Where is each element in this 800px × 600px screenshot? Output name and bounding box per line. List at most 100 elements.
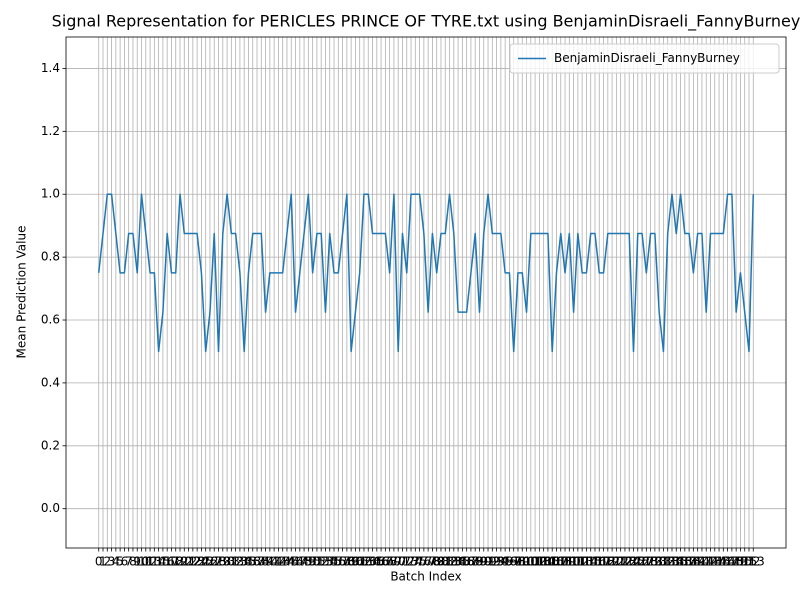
x-tick-label: 48 bbox=[296, 555, 311, 569]
x-tick-label: 86 bbox=[459, 555, 474, 569]
x-tick-label: 47 bbox=[292, 555, 307, 569]
x-tick-label: 121 bbox=[605, 555, 628, 569]
x-tick-label: 25 bbox=[198, 555, 213, 569]
y-axis-label: Mean Prediction Value bbox=[15, 226, 29, 359]
x-tick-label: 116 bbox=[584, 555, 607, 569]
x-tick-label: 27 bbox=[207, 555, 222, 569]
x-tick-label: 70 bbox=[391, 555, 406, 569]
x-tick-label: 97 bbox=[506, 555, 521, 569]
x-tick-label: 36 bbox=[245, 555, 260, 569]
x-tick-label: 42 bbox=[271, 555, 286, 569]
x-tick-label: 90 bbox=[476, 555, 491, 569]
chart-title: Signal Representation for PERICLES PRINC… bbox=[52, 12, 800, 32]
x-tick-label: 107 bbox=[545, 555, 568, 569]
x-tick-label: 145 bbox=[708, 555, 731, 569]
x-tick-label: 24 bbox=[194, 555, 209, 569]
legend-box bbox=[509, 43, 780, 74]
x-tick-label: 99 bbox=[515, 555, 530, 569]
x-tick-label: 141 bbox=[690, 555, 713, 569]
x-tick-label: 81 bbox=[438, 555, 453, 569]
x-tick-label: 89 bbox=[472, 555, 487, 569]
x-tick-label: 40 bbox=[262, 555, 277, 569]
x-tick-label: 15 bbox=[155, 555, 170, 569]
x-tick-label: 91 bbox=[480, 555, 495, 569]
x-tick-label: 138 bbox=[678, 555, 701, 569]
x-tick-label: 33 bbox=[232, 555, 247, 569]
x-tick-label: 57 bbox=[335, 555, 350, 569]
x-tick-label: 30 bbox=[219, 555, 234, 569]
x-tick-label: 56 bbox=[331, 555, 346, 569]
x-tick-label: 11 bbox=[138, 555, 153, 569]
y-tick-label: 1.4 bbox=[41, 61, 60, 75]
x-tick-label: 12 bbox=[142, 555, 157, 569]
x-tick-label: 108 bbox=[549, 555, 572, 569]
x-tick-label: 148 bbox=[720, 555, 743, 569]
x-tick-label: 153 bbox=[742, 555, 765, 569]
x-tick-label: 128 bbox=[635, 555, 658, 569]
x-tick-label: 112 bbox=[566, 555, 589, 569]
x-tick-label: 52 bbox=[314, 555, 329, 569]
x-tick-label: 118 bbox=[592, 555, 615, 569]
x-tick-label: 80 bbox=[433, 555, 448, 569]
x-tick-label: 31 bbox=[224, 555, 239, 569]
x-tick-label: 113 bbox=[571, 555, 594, 569]
x-tick-label: 28 bbox=[211, 555, 226, 569]
x-tick-label: 101 bbox=[519, 555, 542, 569]
x-tick-label: 68 bbox=[382, 555, 397, 569]
x-tick-label: 124 bbox=[618, 555, 641, 569]
y-tick-label: 0.6 bbox=[41, 313, 60, 327]
x-tick-label: 110 bbox=[558, 555, 581, 569]
x-tick-label: 88 bbox=[468, 555, 483, 569]
x-tick-label: 79 bbox=[429, 555, 444, 569]
x-tick-label: 10 bbox=[134, 555, 149, 569]
x-tick-label: 126 bbox=[626, 555, 649, 569]
x-tick-label: 62 bbox=[356, 555, 371, 569]
y-tick-label: 0.0 bbox=[41, 501, 60, 515]
x-tick-label: 41 bbox=[266, 555, 281, 569]
x-tick-label: 149 bbox=[725, 555, 748, 569]
x-tick-label: 49 bbox=[301, 555, 316, 569]
x-tick-label: 16 bbox=[160, 555, 175, 569]
x-tick-label: 132 bbox=[652, 555, 675, 569]
x-tick-label: 84 bbox=[450, 555, 465, 569]
x-tick-label: 5 bbox=[116, 555, 124, 569]
x-tick-label: 137 bbox=[673, 555, 696, 569]
x-tick-label: 65 bbox=[369, 555, 384, 569]
x-tick-label: 74 bbox=[408, 555, 423, 569]
x-tick-label: 106 bbox=[541, 555, 564, 569]
x-tick-label: 37 bbox=[249, 555, 264, 569]
x-tick-label: 92 bbox=[485, 555, 500, 569]
x-tick-label: 3 bbox=[108, 555, 116, 569]
x-tick-label: 100 bbox=[515, 555, 538, 569]
x-tick-label: 143 bbox=[699, 555, 722, 569]
x-tick-label: 120 bbox=[601, 555, 624, 569]
x-tick-label: 43 bbox=[275, 555, 290, 569]
x-tick-label: 94 bbox=[493, 555, 508, 569]
x-tick-label: 69 bbox=[386, 555, 401, 569]
x-tick-label: 60 bbox=[348, 555, 363, 569]
x-tick-label: 82 bbox=[442, 555, 457, 569]
x-tick-label: 21 bbox=[181, 555, 196, 569]
x-tick-label: 8 bbox=[129, 555, 137, 569]
x-tick-label: 35 bbox=[241, 555, 256, 569]
x-tick-label: 44 bbox=[279, 555, 294, 569]
x-tick-label: 22 bbox=[185, 555, 200, 569]
x-tick-label: 38 bbox=[254, 555, 269, 569]
x-tick-label: 134 bbox=[661, 555, 684, 569]
x-tick-label: 78 bbox=[425, 555, 440, 569]
x-tick-label: 127 bbox=[631, 555, 654, 569]
x-tick-label: 46 bbox=[288, 555, 303, 569]
x-tick-label: 32 bbox=[228, 555, 243, 569]
x-tick-label: 144 bbox=[703, 555, 726, 569]
x-tick-label: 102 bbox=[524, 555, 547, 569]
x-tick-label: 26 bbox=[202, 555, 217, 569]
x-tick-label: 96 bbox=[502, 555, 517, 569]
x-tick-label: 71 bbox=[395, 555, 410, 569]
x-tick-label: 85 bbox=[455, 555, 470, 569]
x-tick-label: 103 bbox=[528, 555, 551, 569]
x-tick-label: 87 bbox=[463, 555, 478, 569]
x-tick-label: 66 bbox=[373, 555, 388, 569]
x-tick-label: 76 bbox=[416, 555, 431, 569]
x-tick-label: 77 bbox=[420, 555, 435, 569]
x-tick-label: 9 bbox=[133, 555, 141, 569]
